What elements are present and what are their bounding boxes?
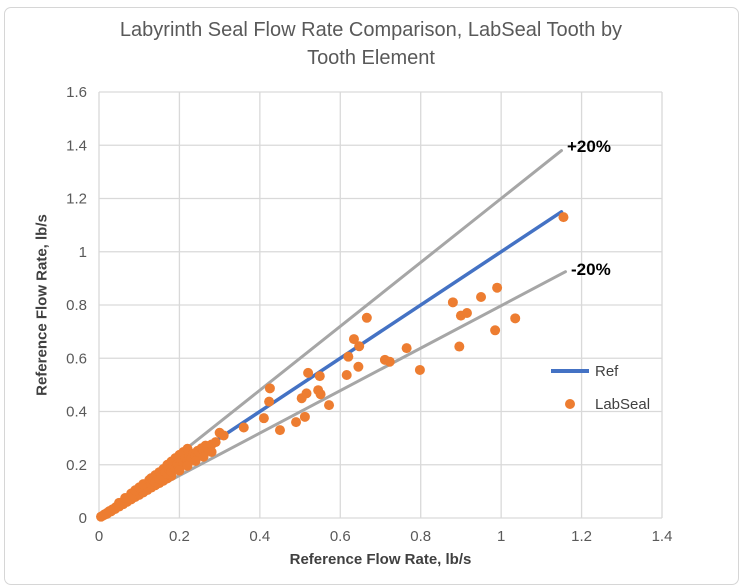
data-point [210, 437, 221, 448]
data-point [301, 388, 312, 399]
data-point [174, 465, 185, 476]
y-tick-label: 1.2 [66, 191, 87, 208]
labseal-marker-swatch-cell [551, 399, 589, 409]
chart-border [4, 7, 739, 585]
data-point [315, 389, 326, 400]
data-point [264, 396, 275, 407]
x-tick-label: 0.6 [330, 528, 351, 545]
data-point [274, 425, 285, 436]
y-tick-label: 0.6 [66, 350, 87, 367]
y-tick-label: 1.4 [66, 137, 87, 154]
data-point [291, 417, 302, 428]
data-point [558, 212, 569, 223]
data-point [492, 282, 503, 293]
data-point [476, 292, 487, 303]
chart-title-line1: Labyrinth Seal Flow Rate Comparison, Lab… [119, 19, 623, 41]
data-point [182, 460, 193, 471]
chart-title-line2: Tooth Element [307, 47, 435, 69]
data-point [258, 413, 269, 424]
data-point [343, 351, 354, 362]
data-point [206, 446, 217, 457]
data-point [461, 307, 472, 318]
data-point [454, 341, 465, 352]
data-point [314, 371, 325, 382]
data-point [218, 430, 229, 441]
y-tick-label: 0.8 [66, 297, 87, 314]
y-axis-title: Reference Flow Rate, lb/s [33, 214, 51, 396]
chart-title: Labyrinth Seal Flow Rate Comparison, Lab… [0, 16, 742, 72]
minus20-line [97, 270, 567, 520]
data-point [303, 367, 314, 378]
x-tick-label: 1 [497, 528, 505, 545]
data-point [414, 364, 425, 375]
y-tick-label: 1.6 [66, 84, 87, 101]
data-point [490, 325, 501, 336]
data-point [299, 411, 310, 422]
data-point [348, 334, 359, 345]
data-point [190, 456, 201, 467]
y-tick-label: 0 [79, 510, 87, 527]
legend-item-ref: Ref [551, 362, 650, 380]
x-tick-label: 0.8 [410, 528, 431, 545]
data-point [324, 400, 335, 411]
x-tick-label: 1.2 [571, 528, 592, 545]
data-point [353, 361, 364, 372]
data-point [447, 297, 458, 308]
annotation-plus20: +20% [567, 137, 611, 156]
legend-label-ref: Ref [595, 362, 619, 380]
data-point [384, 356, 395, 367]
annotation-minus20: -20% [571, 260, 611, 279]
y-tick-label: 0.4 [66, 404, 87, 421]
labseal-marker-swatch [565, 399, 575, 409]
x-tick-label: 0 [95, 528, 103, 545]
legend: Ref LabSeal [551, 362, 650, 428]
data-point [198, 451, 209, 462]
y-tick-label: 1 [79, 244, 87, 261]
data-point [361, 312, 372, 323]
y-tick-label: 0.2 [66, 457, 87, 474]
ref-line-swatch-cell [551, 369, 589, 373]
ref-line-swatch [551, 369, 589, 373]
data-point [510, 313, 521, 324]
x-tick-label: 1.4 [652, 528, 673, 545]
data-point [354, 341, 365, 352]
x-tick-label: 0.4 [249, 528, 270, 545]
x-axis-title: Reference Flow Rate, lb/s [289, 551, 472, 568]
data-point [264, 383, 275, 394]
data-point [341, 370, 352, 381]
data-point [401, 343, 412, 354]
data-point [238, 422, 249, 433]
legend-label-labseal: LabSeal [595, 395, 651, 413]
legend-item-labseal: LabSeal [551, 395, 650, 413]
x-tick-label: 0.2 [169, 528, 190, 545]
